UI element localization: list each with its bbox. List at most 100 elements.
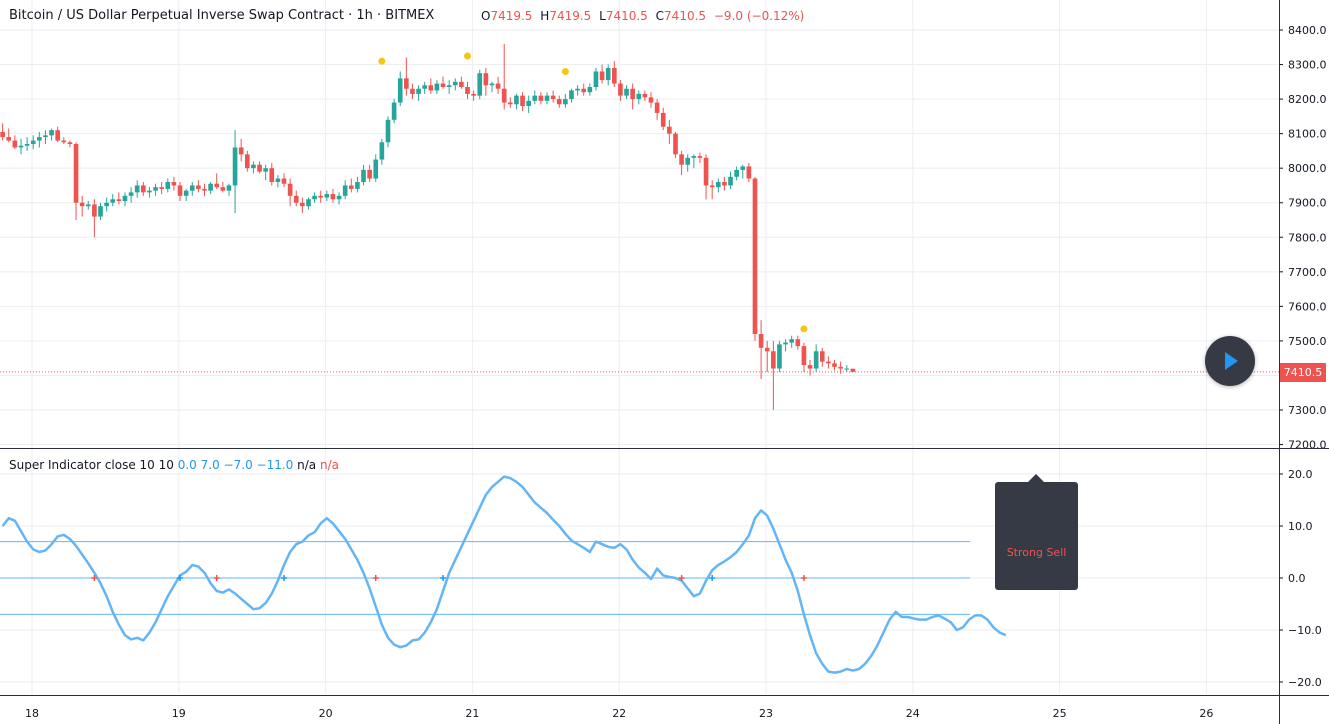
cross-marker <box>91 575 98 581</box>
candle-body <box>404 78 409 89</box>
candle <box>306 197 311 210</box>
candle <box>153 183 158 196</box>
candle <box>226 183 232 196</box>
y-tick-label: 8200.0 <box>1288 93 1327 106</box>
indicator-pane <box>0 475 1007 674</box>
signal-tooltip-text: Strong Sell <box>1006 546 1067 559</box>
candle <box>514 93 519 110</box>
candle-body <box>507 102 513 105</box>
candle <box>734 166 739 181</box>
symbol-header[interactable]: Bitcoin / US Dollar Perpetual Inverse Sw… <box>9 8 435 23</box>
candle <box>244 150 250 172</box>
candle <box>18 138 24 155</box>
candle-body <box>397 78 403 103</box>
candle-body <box>171 182 177 186</box>
candle <box>43 130 48 144</box>
candle <box>550 90 556 103</box>
candle-body <box>581 88 587 93</box>
candle <box>330 188 336 203</box>
candle <box>575 85 580 96</box>
candle <box>826 356 831 369</box>
candle <box>263 164 268 181</box>
candle <box>92 199 97 238</box>
candle-body <box>483 73 489 86</box>
candle-body <box>489 83 495 86</box>
candle-body <box>104 202 109 207</box>
candle-body <box>220 187 226 191</box>
candle <box>569 88 574 103</box>
candle-body <box>110 199 116 203</box>
candle-body <box>348 185 354 189</box>
candle <box>183 188 189 201</box>
candle <box>660 107 666 131</box>
candle <box>832 359 837 371</box>
candle-body <box>538 95 544 101</box>
indicator-value-5: n/a <box>297 458 317 472</box>
candle-body <box>514 95 519 105</box>
play-button[interactable] <box>1205 336 1255 386</box>
candle-body <box>471 93 476 96</box>
candle <box>269 163 275 186</box>
candle-body <box>61 140 67 143</box>
candle-body <box>813 351 819 369</box>
candle-body <box>342 185 348 196</box>
candle <box>679 150 684 176</box>
candle-body <box>367 169 372 179</box>
candle-body <box>410 88 415 94</box>
high-label: H <box>540 9 550 23</box>
candle-body <box>196 185 201 189</box>
cross-marker <box>678 575 685 581</box>
candle <box>367 164 372 182</box>
candle <box>777 340 782 372</box>
candle-body <box>520 95 525 106</box>
x-tick-label: 24 <box>906 707 920 720</box>
candle <box>391 99 397 124</box>
candle <box>342 180 348 200</box>
exchange-label: BITMEX <box>385 8 435 23</box>
candle <box>159 182 164 195</box>
signal-tooltip: Strong Sell <box>995 474 1078 590</box>
candle <box>281 173 287 188</box>
candle-body <box>758 334 764 348</box>
candle <box>116 192 122 205</box>
play-icon <box>1225 352 1238 370</box>
candle <box>459 76 464 89</box>
candle <box>844 365 850 372</box>
signal-dot <box>464 52 472 60</box>
candle <box>379 138 385 165</box>
indicator-y-tick-label: −20.0 <box>1288 676 1322 689</box>
candle-body <box>691 156 697 158</box>
candle-body <box>92 204 97 217</box>
candle <box>771 340 776 410</box>
candle-body <box>244 154 250 169</box>
candle-body <box>37 137 42 141</box>
candle <box>0 123 5 141</box>
candle <box>416 85 421 101</box>
candle-body <box>153 187 158 191</box>
candle-body <box>740 166 746 170</box>
candle-body <box>459 81 464 87</box>
candle-body <box>569 90 574 100</box>
indicator-header[interactable]: Super Indicator close 10 10 0.0 7.0 −7.0… <box>9 458 339 472</box>
y-tick-label: 7900.0 <box>1288 197 1327 210</box>
candle <box>373 154 379 182</box>
candle <box>165 178 171 193</box>
candle <box>110 194 116 207</box>
indicator-value-2: 7.0 <box>200 458 220 472</box>
candle-body <box>6 137 12 141</box>
candle-body <box>55 130 61 141</box>
candle <box>171 176 177 191</box>
candle <box>49 128 54 141</box>
candle <box>147 187 152 198</box>
candle-body <box>251 164 256 169</box>
candle <box>257 161 262 174</box>
candle <box>465 81 470 100</box>
candle-body <box>0 131 5 138</box>
candle <box>758 320 764 379</box>
candle-body <box>752 178 758 334</box>
candle <box>428 78 434 94</box>
candle-body <box>667 126 672 134</box>
candle-body <box>189 185 195 191</box>
candle <box>850 368 856 372</box>
